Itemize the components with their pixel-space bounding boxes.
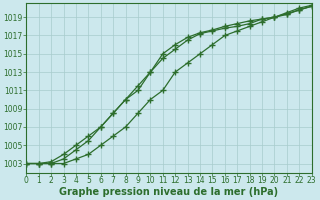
X-axis label: Graphe pression niveau de la mer (hPa): Graphe pression niveau de la mer (hPa) <box>60 187 279 197</box>
